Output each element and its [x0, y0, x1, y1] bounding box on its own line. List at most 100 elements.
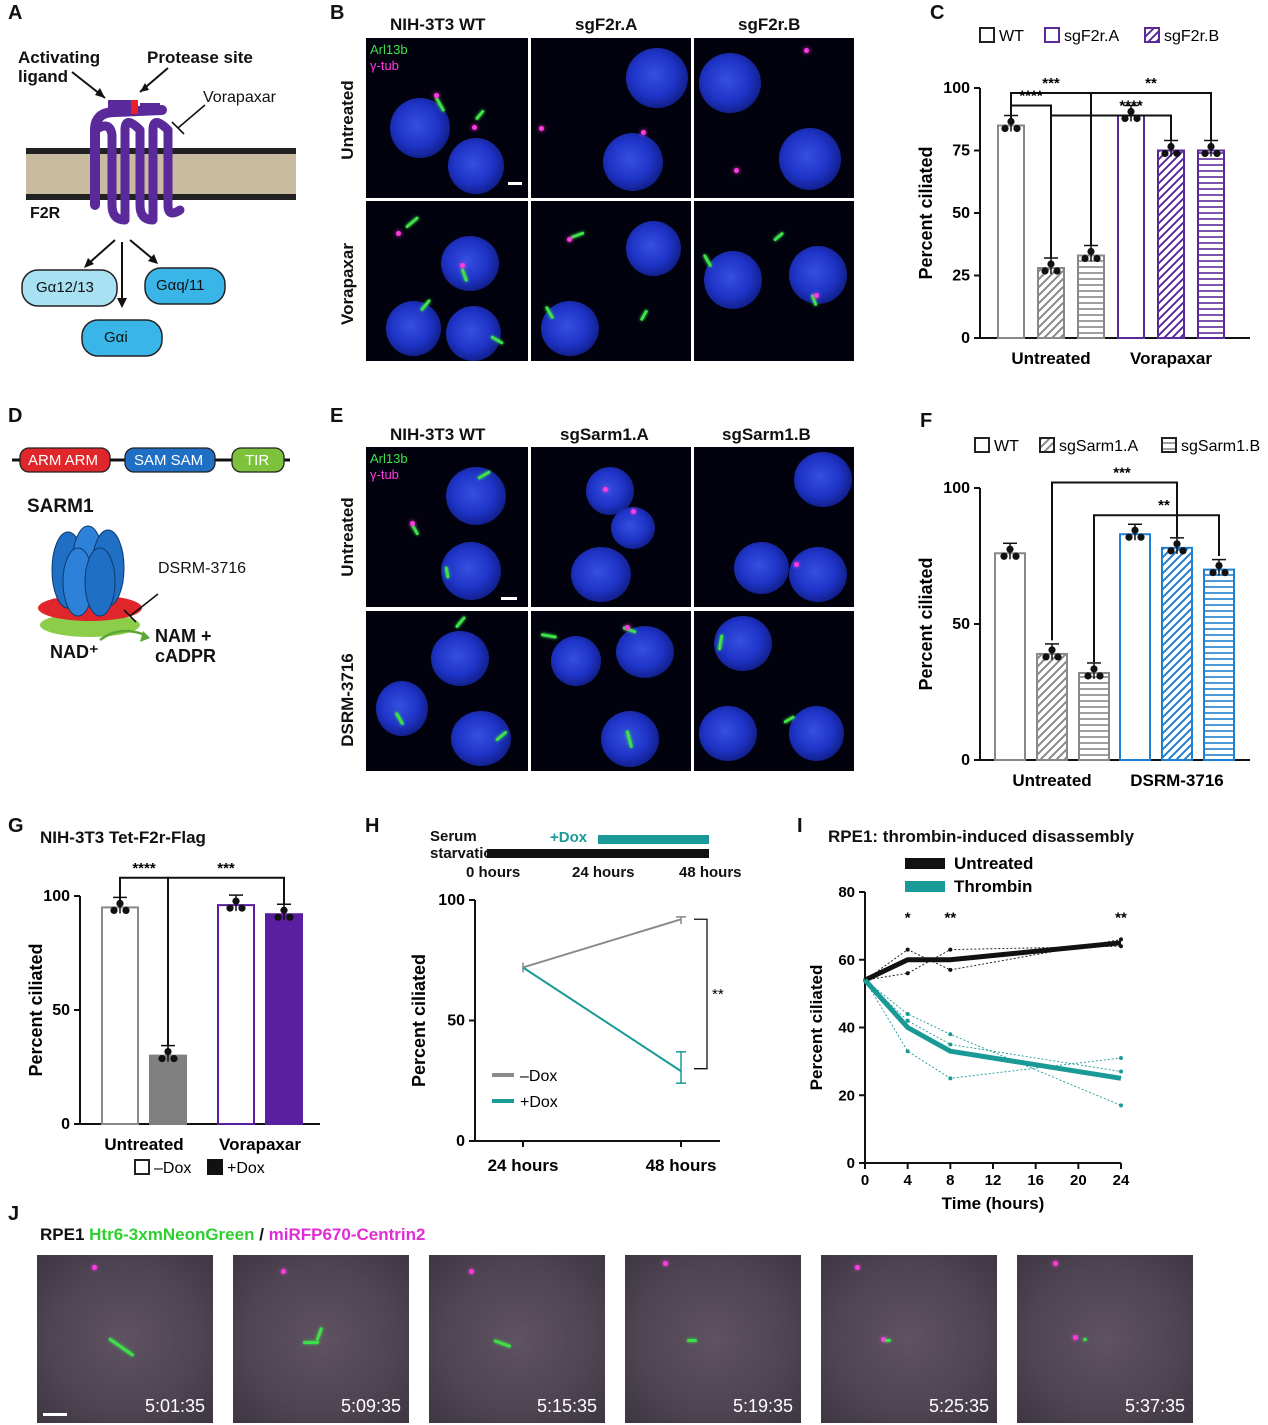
f2r-receptor-diagram [21, 67, 296, 357]
legend-swatch [974, 437, 990, 453]
y-tick-label: 50 [952, 616, 970, 633]
bar-WT-Untreated [997, 124, 1025, 339]
data-point [1007, 117, 1015, 126]
timelapse-frame-3: 5:15:35 [429, 1255, 605, 1423]
micrograph-b-sgb-vorapaxar [694, 201, 854, 361]
replicate-point [905, 1011, 910, 1016]
sarm1-diagram [12, 447, 290, 642]
data-point [1127, 107, 1135, 116]
line-Untreated [863, 940, 1122, 983]
bar-+Dox-Untreated [149, 1054, 187, 1126]
stain-gtub-label-e: γ-tub [370, 467, 399, 482]
data-point [1096, 672, 1104, 680]
data-point [1179, 547, 1187, 555]
x-group-label: Untreated [1012, 771, 1091, 790]
timestamp-5: 5:25:35 [928, 1396, 989, 1416]
chart-i: 0 20 40 60 80 0 4 8 12 16 20 24 Time (hours) Percent … [807, 854, 1130, 1213]
nam-cadpr-label: NAM + cADPR [155, 626, 217, 666]
data-point [1053, 267, 1061, 275]
bar-sgF2r.B-Untreated [1077, 254, 1105, 339]
timestamp-6: 5:37:35 [1124, 1396, 1185, 1416]
panel-e-col-1: NIH-3T3 WT [390, 425, 486, 444]
data-point [1006, 545, 1014, 553]
nad-label: NAD⁺ [50, 642, 99, 662]
bar-sgSarm1.A-Untreated [1036, 652, 1068, 761]
micrograph-b-wt-untreated: Arl13b γ-tub [366, 38, 528, 198]
data-point [232, 897, 240, 905]
significance-bracket [167, 876, 285, 1047]
significance-label: **** [1019, 88, 1043, 105]
gq-11-label: Gαq/11 [156, 277, 205, 294]
data-point [1084, 672, 1092, 680]
y-tick-label: 100 [43, 888, 70, 905]
data-point [1207, 142, 1215, 151]
bar-WT-DSRM-3716 [1119, 533, 1151, 761]
scale-bar-j [43, 1413, 67, 1416]
bar-WT-Vorapaxar [1117, 114, 1145, 339]
x-tick-label: 8 [946, 1172, 954, 1189]
panel-b-col-3: sgF2r.B [738, 15, 801, 34]
x-tick-label: 24 [1113, 1172, 1130, 1189]
bar-–Dox-Vorapaxar [217, 904, 255, 1126]
data-point [1137, 533, 1145, 541]
x-group-label: Vorapaxar [1130, 349, 1212, 368]
timelapse-frame-2: 5:09:35 [233, 1255, 409, 1423]
y-tick-label: 75 [952, 143, 970, 160]
data-point [158, 1055, 166, 1063]
significance-label: ** [1158, 497, 1170, 514]
replicate-point [905, 971, 910, 976]
panel-b-col-1: NIH-3T3 WT [390, 15, 486, 34]
micrograph-e-wt-dsrm [366, 611, 528, 771]
data-point [1054, 653, 1062, 661]
replicate-point [948, 1076, 953, 1081]
bar-sgF2r.B-Vorapaxar [1197, 149, 1225, 339]
data-point [1173, 149, 1181, 158]
y-tick-label: 60 [838, 952, 855, 969]
bar-–Dox-Untreated [101, 906, 139, 1126]
significance-label: ** [944, 909, 956, 926]
data-point [1215, 562, 1223, 570]
timestamp-2: 5:09:35 [340, 1396, 401, 1416]
data-point [1133, 114, 1141, 123]
stain-gtub-label: γ-tub [370, 58, 399, 73]
data-point [1167, 142, 1175, 151]
stain-arl13b-label: Arl13b [370, 42, 408, 57]
significance-label: *** [1113, 465, 1131, 482]
significance-bracket [1050, 114, 1172, 258]
x-tick-label: 12 [985, 1172, 1002, 1189]
activating-ligand-label: Activating ligand [18, 48, 101, 86]
y-axis-label: Percent ciliated [916, 557, 936, 690]
micrograph-e-sga-untreated [531, 447, 691, 607]
replicate-point [948, 1042, 953, 1047]
data-point [1167, 547, 1175, 555]
data-point [170, 1055, 178, 1063]
scale-bar-e [501, 597, 517, 600]
line-–Dox [522, 918, 682, 969]
data-point [1081, 254, 1089, 263]
dox-bar [598, 835, 709, 844]
chart-g: 0 50 100 Percent ciliated Untreated Vorapaxar… [26, 860, 320, 1177]
data-point [1221, 569, 1229, 577]
y-tick-label: 0 [61, 1116, 70, 1133]
time-0: 0 hours [466, 864, 521, 881]
data-point [1013, 124, 1021, 133]
y-tick-label: 0 [456, 1133, 465, 1150]
panel-e-row-2: DSRM-3716 [338, 653, 357, 747]
panel-e-label: E [330, 405, 344, 427]
micrograph-e-sgb-dsrm [694, 611, 854, 771]
g12-13-label: Gα12/13 [36, 279, 94, 296]
x-tick-label: 4 [903, 1172, 912, 1189]
y-tick-label: 40 [838, 1020, 855, 1037]
line-+Dox [522, 966, 682, 1072]
data-point [1093, 254, 1101, 263]
replicate-point [905, 947, 910, 952]
micrograph-b-sga-untreated [531, 38, 691, 198]
data-point [1087, 247, 1095, 256]
x-group-label: Untreated [104, 1135, 183, 1154]
replicate-line [864, 945, 1122, 981]
legend-swatch [905, 858, 945, 869]
data-point [274, 913, 282, 921]
significance-label: ** [1115, 909, 1127, 926]
data-point [280, 906, 288, 914]
data-point [1125, 533, 1133, 541]
